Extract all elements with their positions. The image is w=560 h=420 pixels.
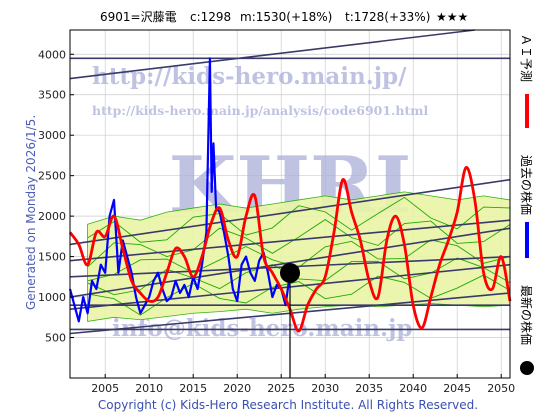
email-watermark: info@kids-hero.main.jp — [112, 315, 412, 342]
x-tick-label: 2030 — [311, 382, 339, 395]
y-tick-label: 1000 — [38, 291, 66, 304]
y-tick-label: 500 — [45, 332, 66, 345]
y-tick-label: 3500 — [38, 89, 66, 102]
x-tick-label: 2045 — [443, 382, 471, 395]
legend-forecast-label: ＡＩ予測 — [519, 34, 533, 82]
trend-line — [69, 178, 511, 246]
x-tick-label: 2010 — [135, 382, 163, 395]
y-tick-label: 2000 — [38, 210, 66, 223]
chart-header: 6901=沢藤電 c:1298 m:1530(+18%) t:1728(+33%… — [100, 10, 468, 24]
y-tick-label: 4000 — [38, 48, 66, 61]
y-tick-label: 3000 — [38, 129, 66, 142]
trend-line — [69, 29, 475, 80]
x-tick-label: 2005 — [91, 382, 119, 395]
latest-marker-group — [280, 262, 300, 378]
y-axis-ticks: 500 1000 1500 2000 2500 3000 3500 4000 — [38, 48, 74, 345]
legend-latest-label: 最新の株価 — [519, 285, 534, 345]
band-inner-line — [87, 239, 511, 282]
url-watermark: http://kids-hero.main.jp/ — [92, 63, 407, 90]
target-price: t:1728(+33%) — [345, 10, 430, 24]
x-tick-label: 2020 — [223, 382, 251, 395]
x-tick-label: 2035 — [355, 382, 383, 395]
rating-stars: ★★★ — [436, 10, 468, 24]
legend: ＡＩ予測 過去の株価 最新の株価 — [519, 34, 534, 375]
code-name: 6901=沢藤電 — [100, 10, 177, 24]
band-inner-line — [87, 274, 511, 316]
mid-target: m:1530(+18%) — [240, 10, 332, 24]
x-tick-label: 2025 — [267, 382, 295, 395]
band-inner-line — [87, 196, 511, 243]
plot-frame — [69, 29, 511, 379]
trend-line — [69, 227, 511, 298]
x-axis-ticks: 2005 2010 2015 2020 2025 2030 2035 2040 2045 2050 — [91, 374, 515, 395]
past-price-line — [68, 57, 292, 323]
copyright-notice: Copyright (c) Kids-Hero Research Institu… — [98, 398, 478, 412]
y-tick-label: 1500 — [38, 251, 66, 264]
trend-line — [69, 219, 511, 262]
current-price: c:1298 — [190, 10, 231, 24]
latest-price-marker — [280, 262, 300, 283]
x-tick-label: 2040 — [399, 382, 427, 395]
analysis-url-watermark: http://kids-hero.main.jp/analysis/code69… — [92, 103, 428, 118]
y-tick-label: 2500 — [38, 170, 66, 183]
x-tick-label: 2050 — [487, 382, 515, 395]
legend-past-label: 過去の株価 — [519, 155, 534, 215]
x-tick-label: 2015 — [179, 382, 207, 395]
generated-date: Generated on Monday 2026/1/5. — [24, 115, 38, 310]
legend-latest-swatch — [520, 361, 534, 375]
